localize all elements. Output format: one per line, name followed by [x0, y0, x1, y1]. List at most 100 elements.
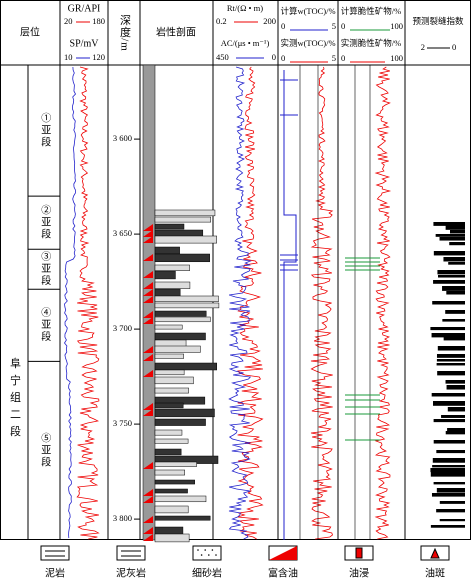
- subzone-label: ②亚段: [39, 204, 51, 240]
- fracture-bar: [439, 237, 465, 241]
- oil-mark: [143, 289, 153, 296]
- oil-mark: [143, 516, 153, 523]
- header-fracture: 预测裂缝指数: [412, 16, 464, 26]
- ac-min: 450: [216, 52, 229, 62]
- oil-mark: [143, 462, 153, 469]
- bed: [154, 495, 207, 503]
- legend-label: 泥灰岩: [116, 566, 146, 579]
- subzone-label: ④亚段: [39, 307, 51, 343]
- bed: [154, 362, 218, 371]
- toc-calc-min: 0: [281, 21, 285, 31]
- bed: [154, 339, 187, 347]
- header-brit-meas: 实测脆性矿物/%: [341, 38, 401, 48]
- oil-mark: [143, 409, 153, 416]
- toc-meas-min: 0: [281, 53, 285, 63]
- sp-min: 10: [64, 52, 73, 62]
- legend-item: 泥岩: [40, 545, 70, 579]
- fracture-bar: [433, 419, 465, 423]
- fracture-bar: [431, 393, 465, 397]
- bed: [154, 345, 201, 353]
- brit-calc-min: 0: [341, 21, 345, 31]
- legend-label: 油斑: [425, 566, 445, 579]
- fracture-bar: [433, 482, 465, 485]
- fracture-bar: [446, 291, 465, 295]
- fracture-bar: [445, 225, 465, 230]
- fracture-bar: [436, 359, 465, 362]
- header-depth: 深度/m: [118, 14, 131, 52]
- header-toc-meas: 实测w(TOC)/%: [280, 38, 335, 48]
- legend-swatch: [116, 545, 146, 561]
- fracture-bar: [439, 519, 465, 522]
- fracture-bar: [436, 354, 465, 358]
- column-dividers: [27, 0, 406, 540]
- bed: [154, 469, 185, 476]
- bed: [154, 438, 189, 444]
- bed: [154, 387, 189, 394]
- legend-item: 油浸: [344, 545, 374, 579]
- subzone-label: ③亚段: [39, 251, 51, 287]
- bed: [154, 316, 211, 323]
- fracture-bar: [433, 440, 465, 444]
- subzone-label: ①亚段: [39, 112, 51, 148]
- legend: 泥岩 泥灰岩 细砂岩 富含油 油浸 油斑: [40, 545, 450, 579]
- brit-meas-min: 0: [341, 53, 345, 63]
- oil-mark: [143, 282, 153, 289]
- bed: [154, 332, 206, 341]
- fracture-bar: [433, 280, 465, 284]
- oil-mark: [143, 534, 153, 541]
- bed: [154, 369, 185, 376]
- fracture-bar: [436, 363, 465, 366]
- swatch-fill: [430, 547, 440, 559]
- legend-label: 泥岩: [45, 566, 65, 579]
- bed: [154, 479, 195, 485]
- fracture-bar: [432, 301, 465, 305]
- oil-mark: [143, 271, 153, 278]
- fracture-bar: [438, 275, 465, 278]
- swatch-dot: [204, 549, 206, 551]
- bed: [154, 408, 215, 418]
- toc-calc-max: 5: [332, 21, 336, 31]
- fracture-bar: [437, 270, 465, 275]
- depth-tick-label: 3 600: [113, 133, 132, 143]
- oil-mark: [143, 254, 153, 261]
- sp-max: 120: [92, 52, 105, 62]
- depth-tick-label: 3 700: [113, 323, 132, 333]
- header-rt: Rt/(Ω • m): [227, 3, 263, 13]
- gr-min: 20: [64, 16, 73, 26]
- oil-mark: [143, 354, 153, 361]
- swatch-dot: [200, 554, 203, 556]
- fracture-bar: [430, 468, 465, 473]
- swatch-dot: [197, 549, 199, 551]
- bed: [154, 461, 197, 467]
- oil-mark: [143, 370, 153, 377]
- bed: [154, 302, 220, 309]
- rt-max: 200: [263, 16, 276, 26]
- bed: [154, 429, 183, 436]
- rt-curve: [237, 66, 264, 540]
- oil-mark: [143, 489, 153, 496]
- fracture-bar: [437, 346, 465, 351]
- toc-meas-max: 5: [332, 53, 336, 63]
- log-body: ①亚段 ②亚段 ③亚段 ④亚段 ⑤亚段 3 600 3 650 3 700 3 750 3 800: [28, 64, 465, 543]
- bed: [154, 526, 184, 536]
- oil-mark: [143, 527, 153, 534]
- bed: [154, 324, 183, 330]
- swatch-fill: [269, 546, 297, 560]
- depth-tick-label: 3 800: [113, 513, 132, 523]
- header-ac: AC/(μs • m⁻¹): [221, 38, 270, 48]
- brit-meas-curve: [374, 66, 392, 540]
- fracture-bar: [445, 431, 465, 435]
- swatch-dot: [208, 554, 210, 556]
- fracture-bar: [436, 509, 465, 513]
- bed: [154, 209, 216, 217]
- legend-swatch: [40, 545, 70, 561]
- frame: [0, 0, 471, 540]
- toc-meas-curve: [310, 66, 334, 540]
- fracture-bar: [448, 262, 465, 265]
- legend-label: 富含油: [268, 566, 298, 579]
- header-gr: GR/API: [68, 3, 101, 14]
- bed: [154, 353, 184, 359]
- oil-mark: [143, 346, 153, 353]
- sp-curve: [64, 66, 76, 539]
- fracture-bar: [449, 242, 465, 246]
